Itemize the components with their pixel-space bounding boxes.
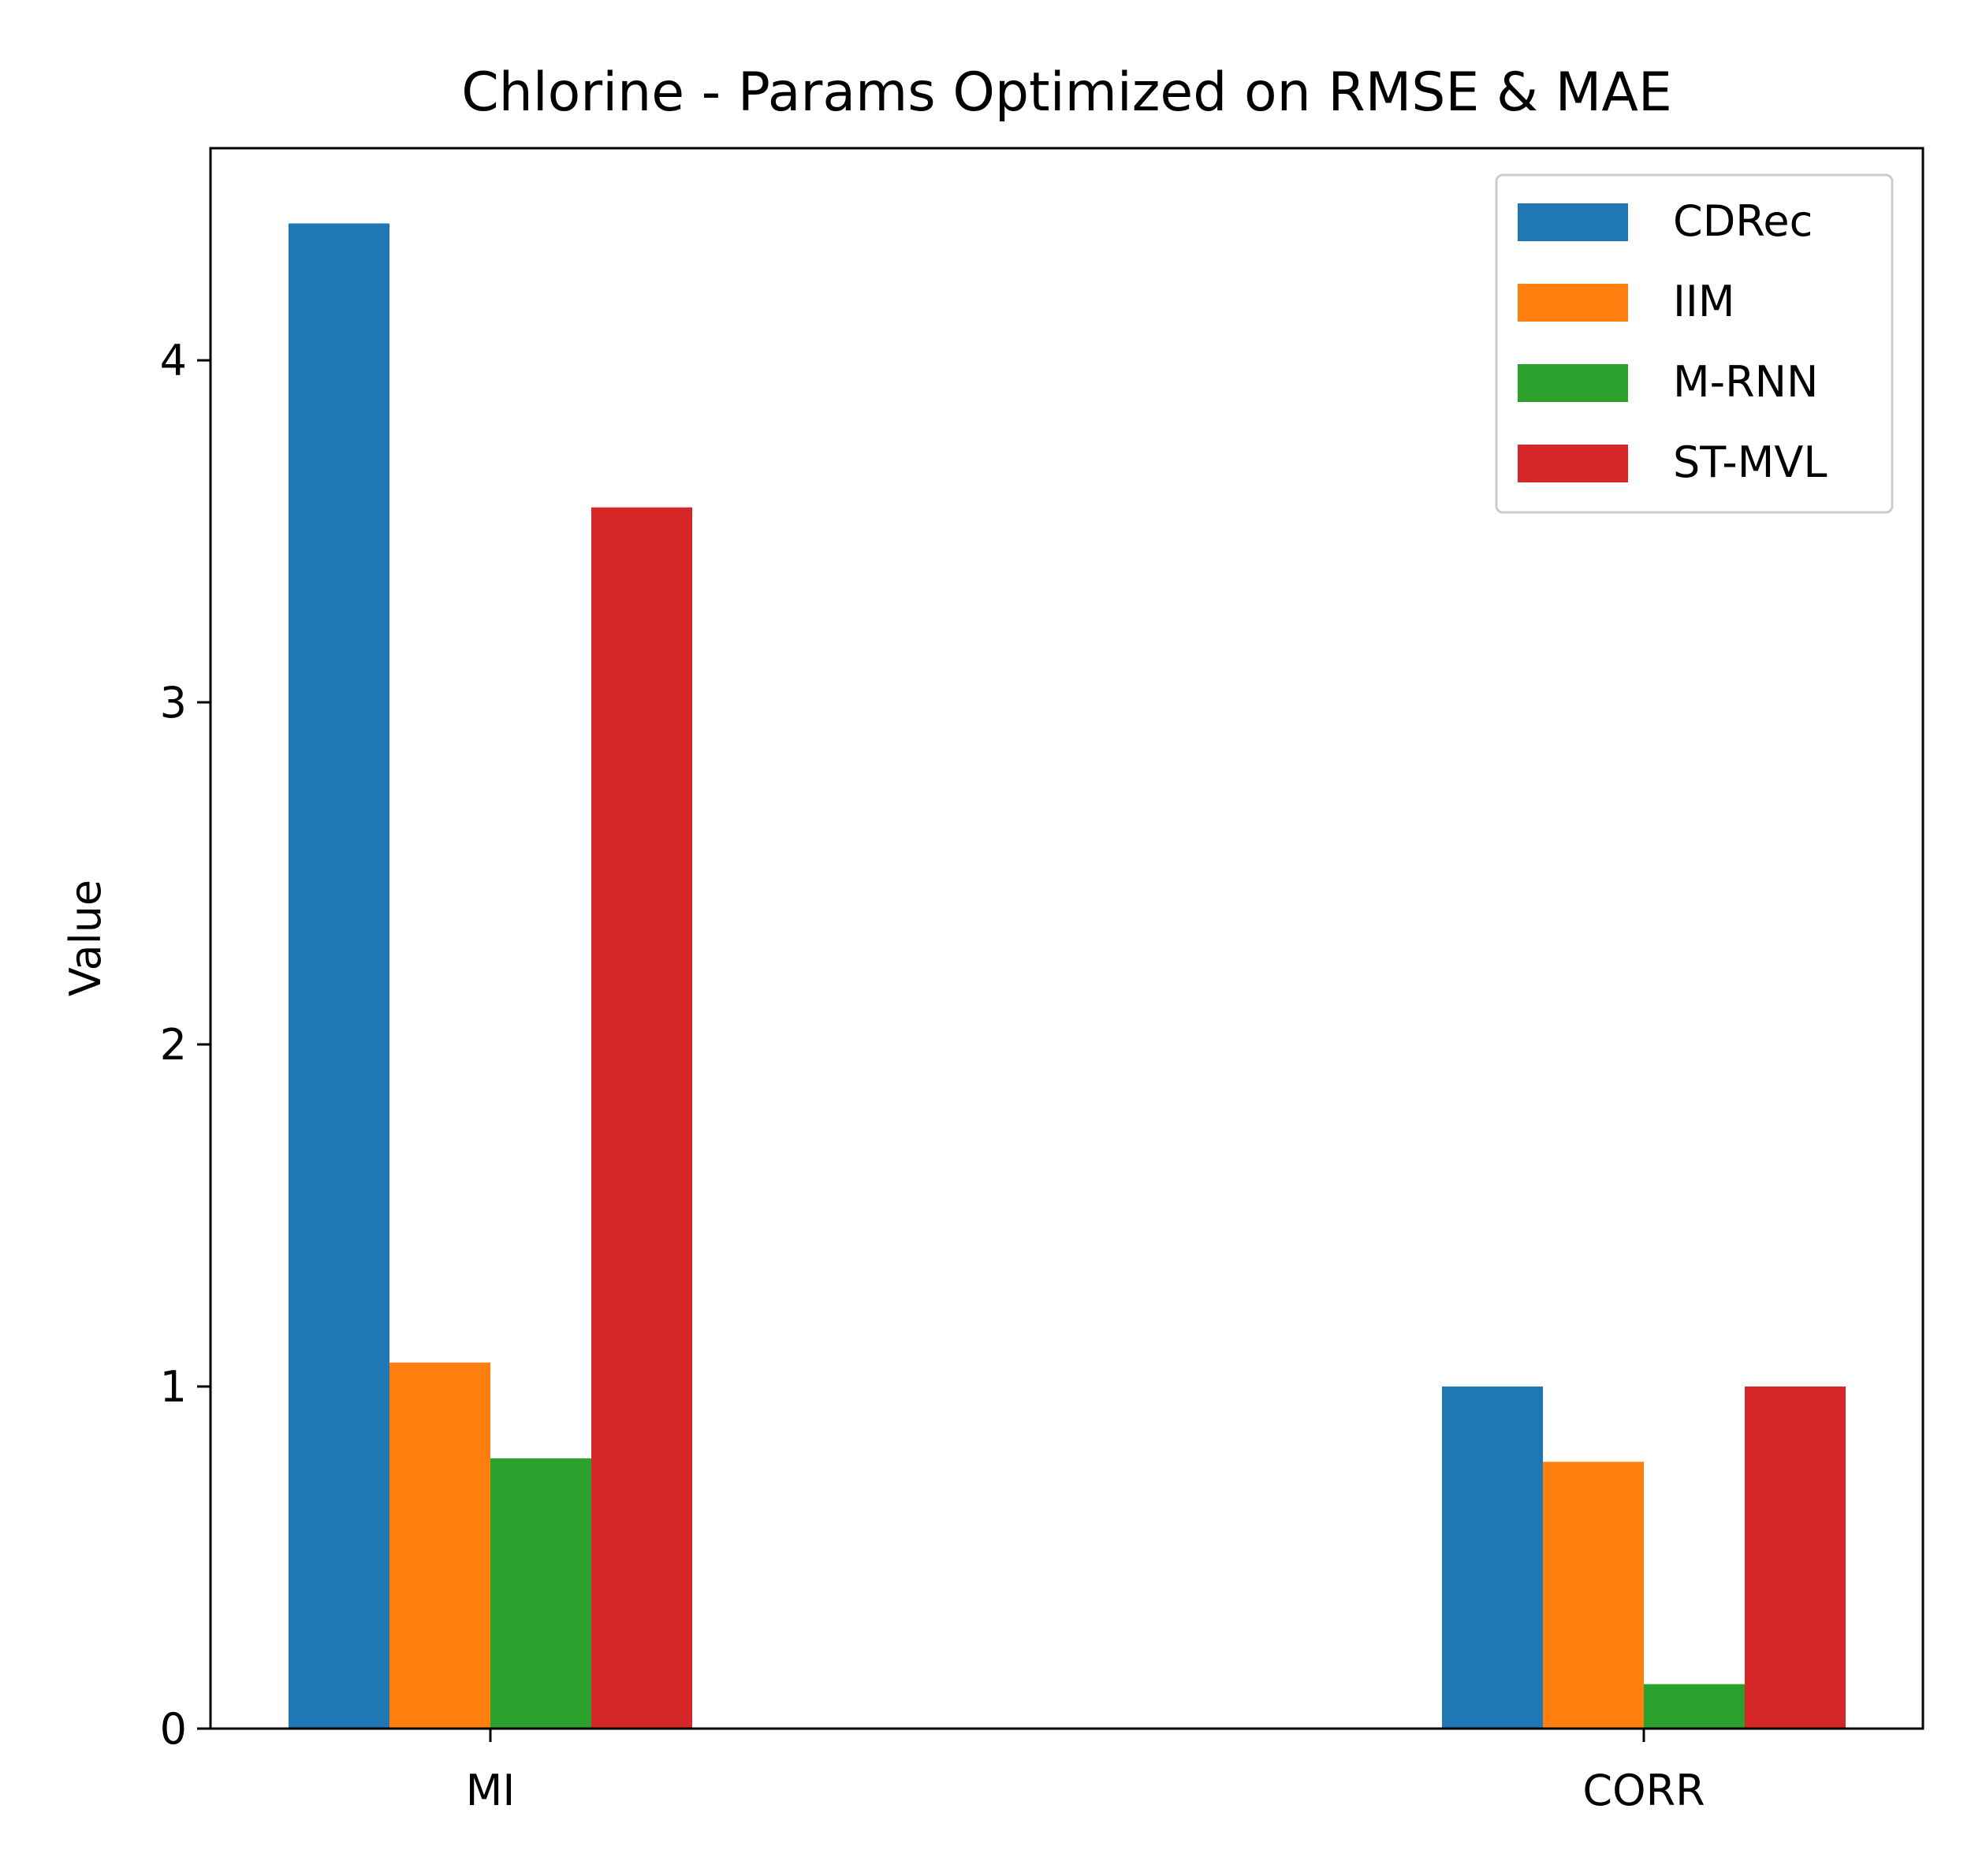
- chart-title: Chlorine - Params Optimized on RMSE & MA…: [461, 61, 1672, 124]
- bar-st-mvl-corr: [1745, 1387, 1846, 1729]
- x-tick-label-mi: MI: [466, 1766, 516, 1815]
- bar-iim-mi: [389, 1362, 490, 1729]
- x-axis: MI CORR: [466, 1729, 1705, 1815]
- legend-label-st-mvl: ST-MVL: [1673, 437, 1827, 487]
- y-axis: 0 1 2 3 4: [160, 336, 211, 1754]
- x-tick-label-corr: CORR: [1582, 1766, 1705, 1815]
- bar-cdrec-corr: [1442, 1387, 1543, 1729]
- legend: CDRec IIM M-RNN ST-MVL: [1495, 173, 1894, 514]
- legend-swatch-cdrec: [1518, 203, 1628, 241]
- y-tick-label: 1: [160, 1362, 187, 1412]
- bar-st-mvl-mi: [591, 507, 692, 1729]
- y-tick-label: 2: [160, 1020, 187, 1070]
- bars-layer: [289, 223, 1846, 1729]
- y-axis-label: Value: [61, 880, 110, 996]
- plot-frame: [209, 147, 1924, 1730]
- y-tick-label: 4: [160, 336, 187, 385]
- legend-label-cdrec: CDRec: [1673, 196, 1813, 246]
- bar-iim-corr: [1543, 1461, 1644, 1729]
- y-tick-label: 0: [160, 1704, 187, 1754]
- legend-swatch-m-rnn: [1518, 364, 1628, 402]
- legend-label-iim: IIM: [1673, 277, 1734, 326]
- bar-m-rnn-corr: [1644, 1684, 1745, 1729]
- legend-label-m-rnn: M-RNN: [1673, 357, 1818, 407]
- legend-swatch-st-mvl: [1518, 445, 1628, 482]
- bar-m-rnn-mi: [490, 1458, 591, 1729]
- legend-swatch-iim: [1518, 284, 1628, 322]
- y-tick-label: 3: [160, 678, 187, 728]
- legend-frame: [1495, 173, 1894, 514]
- bar-cdrec-mi: [289, 223, 389, 1729]
